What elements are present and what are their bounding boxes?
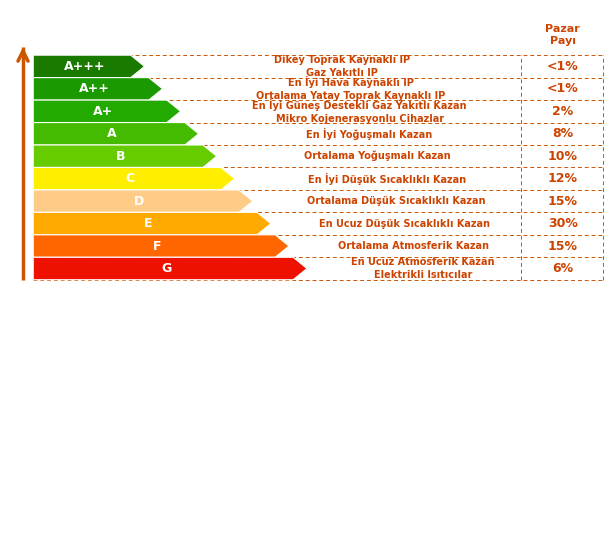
Polygon shape: [33, 235, 289, 257]
Text: Ortalama Düşük Sıcaklıklı Kazan: Ortalama Düşük Sıcaklıklı Kazan: [306, 196, 485, 206]
Text: G: G: [161, 262, 171, 275]
Text: 6%: 6%: [552, 262, 573, 275]
Text: A: A: [107, 128, 117, 140]
Polygon shape: [33, 167, 235, 190]
Text: 15%: 15%: [548, 239, 578, 252]
Text: <1%: <1%: [547, 60, 578, 73]
Text: 12%: 12%: [548, 172, 578, 185]
Polygon shape: [33, 55, 144, 77]
Text: 10%: 10%: [548, 150, 578, 162]
Text: A+++: A+++: [64, 60, 106, 73]
Polygon shape: [33, 257, 307, 280]
Polygon shape: [33, 77, 163, 100]
Text: En Ucuz Atmosferik Kazan
Elektrikli Isıtıcılar: En Ucuz Atmosferik Kazan Elektrikli Isıt…: [351, 257, 495, 280]
Text: E: E: [144, 217, 152, 230]
Text: A++: A++: [79, 82, 109, 95]
Polygon shape: [33, 100, 181, 123]
Text: Ortalama Atmosferik Kazan: Ortalama Atmosferik Kazan: [338, 241, 489, 251]
Text: D: D: [134, 195, 144, 208]
Polygon shape: [33, 213, 271, 235]
Text: F: F: [153, 239, 161, 252]
Text: 30%: 30%: [548, 217, 578, 230]
Polygon shape: [33, 123, 199, 145]
Text: En İyi Yoğuşmalı Kazan: En İyi Yoğuşmalı Kazan: [306, 128, 432, 140]
Polygon shape: [33, 190, 253, 213]
Text: En İyi Düşük Sıcaklıklı Kazan: En İyi Düşük Sıcaklıklı Kazan: [308, 173, 466, 185]
Text: En Ucuz Düşük Sıcaklıklı Kazan: En Ucuz Düşük Sıcaklıklı Kazan: [319, 218, 491, 229]
Text: A+: A+: [93, 105, 113, 118]
Text: En İyi Güneş Destekli Gaz Yakıtlı Kazan
Mikro Kojenerasyonlu Cihazlar: En İyi Güneş Destekli Gaz Yakıtlı Kazan …: [252, 99, 467, 124]
Text: 8%: 8%: [552, 128, 573, 140]
Text: En İyi Hava Kaynaklı IP
Ortalama Yatay Toprak Kaynaklı IP: En İyi Hava Kaynaklı IP Ortalama Yatay T…: [256, 76, 445, 101]
Text: Pazar
Payı: Pazar Payı: [545, 24, 580, 46]
Text: C: C: [125, 172, 134, 185]
Text: Ortalama Yoğuşmalı Kazan: Ortalama Yoğuşmalı Kazan: [305, 151, 451, 161]
Text: <1%: <1%: [547, 82, 578, 95]
Text: 15%: 15%: [548, 195, 578, 208]
Text: B: B: [116, 150, 126, 162]
Polygon shape: [33, 145, 217, 167]
Text: Dikey Toprak Kaynaklı IP
Gaz Yakıtlı IP: Dikey Toprak Kaynaklı IP Gaz Yakıtlı IP: [273, 55, 410, 78]
Text: 2%: 2%: [552, 105, 573, 118]
